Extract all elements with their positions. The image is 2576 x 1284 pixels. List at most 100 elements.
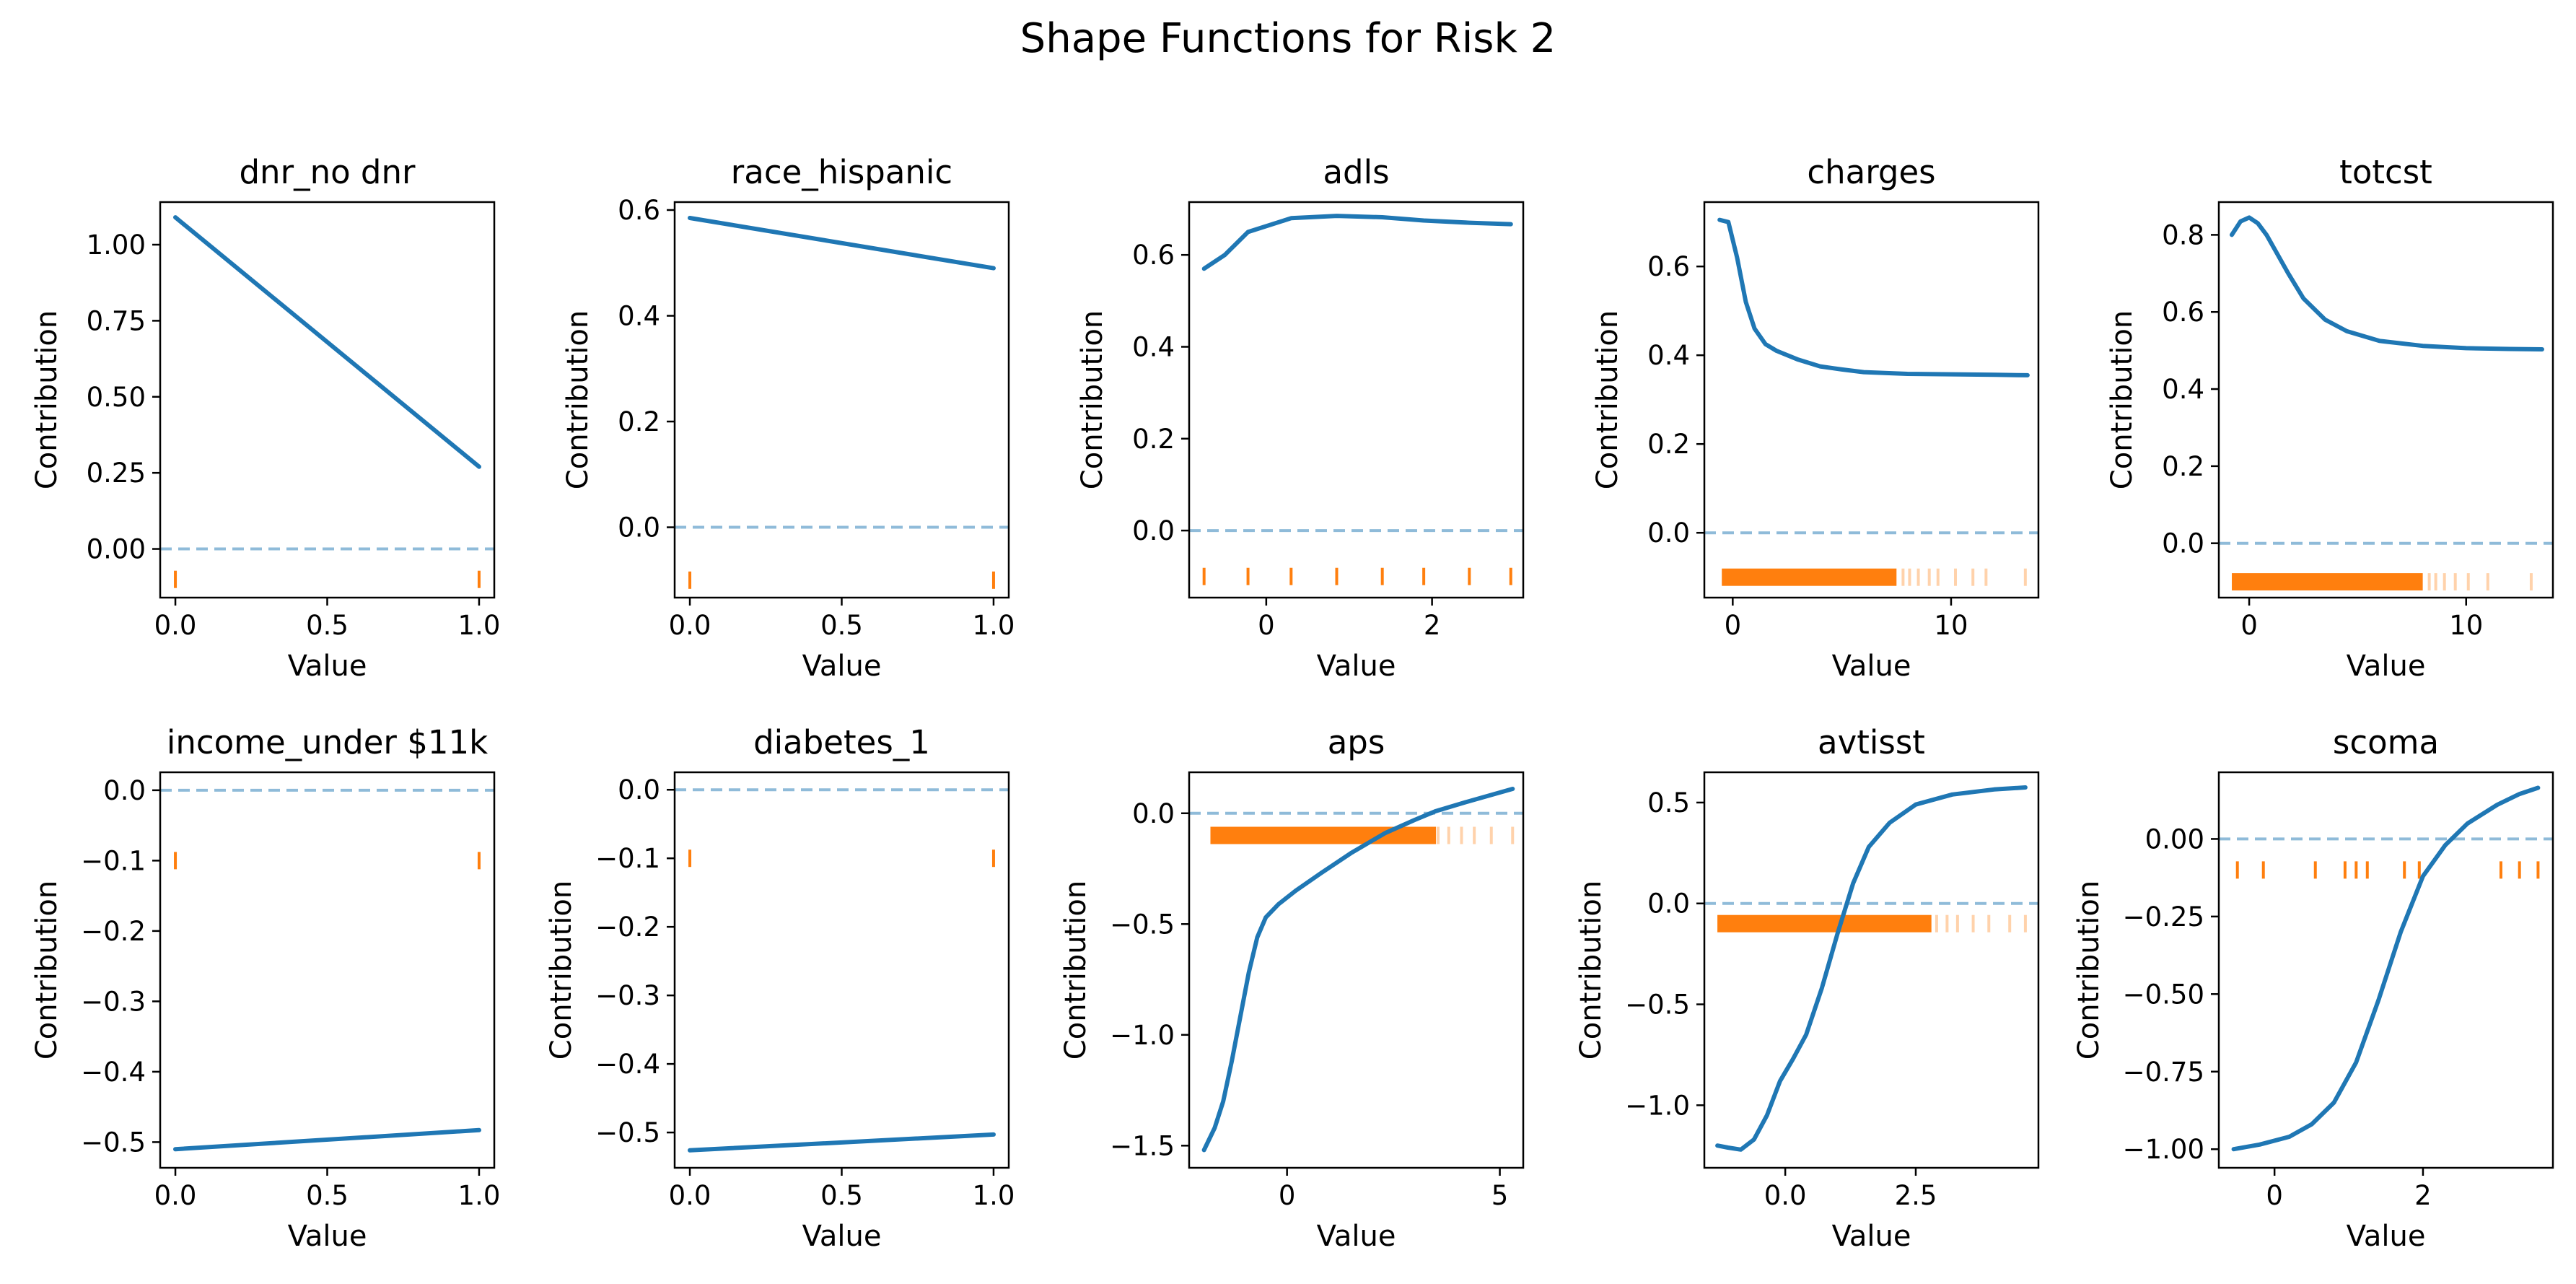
y-tick-label: 0.25 — [87, 458, 146, 489]
plot-area — [1704, 785, 2038, 1152]
y-tick-label: 0.0 — [618, 512, 660, 543]
y-tick-label: 1.00 — [87, 230, 146, 261]
y-tick-label: 0.0 — [1132, 798, 1175, 829]
x-tick-label: 0 — [1258, 610, 1275, 641]
x-tick-label: 0.5 — [306, 1180, 349, 1211]
x-tick-label: 0 — [2266, 1180, 2283, 1211]
axes-frame — [1703, 771, 2040, 1169]
y-tick-label: 0.5 — [1647, 787, 1690, 818]
x-axis-label: Value — [2347, 1220, 2426, 1253]
rug-band — [1717, 914, 1932, 933]
plot-area — [160, 215, 494, 588]
plot-area — [160, 788, 494, 1152]
x-tick-label: 2 — [1424, 610, 1441, 641]
y-tick-label: 0.2 — [1132, 424, 1175, 455]
x-tick-label: 2.5 — [1895, 1180, 1937, 1211]
subplot-title: avtisst — [1818, 723, 1925, 761]
x-axis-label: Value — [1832, 1220, 1911, 1253]
x-tick-label: 0.0 — [1764, 1180, 1807, 1211]
y-tick-label: −0.4 — [81, 1057, 146, 1088]
plot-area — [1189, 787, 1523, 1153]
plot-area — [1704, 217, 2038, 586]
subplot-9: avtisst 0.0 2.5 0.5 0.0 −0.5 −1.0 Value Contribu… — [1574, 723, 2040, 1253]
x-axis-label: Value — [802, 1220, 882, 1253]
x-axis-label: Value — [1832, 650, 1911, 683]
subplot-6: income_under $11k 0.0 0.5 1.0 0.0 −0.1 −0.2 −0.… — [30, 723, 500, 1253]
subplot-1: dnr_no dnr 0.0 0.5 1.0 0.00 0.25 0.50 0.75 1.00 V… — [30, 153, 500, 683]
axes-frame — [1188, 771, 1525, 1169]
y-tick-label: −0.5 — [1625, 990, 1690, 1021]
y-tick-label: 0.4 — [618, 301, 660, 332]
y-axis-label: Contribution — [1574, 881, 1608, 1060]
plot-area — [675, 216, 1009, 589]
subplot-title: income_under $11k — [167, 723, 488, 761]
y-tick-label: −0.5 — [81, 1127, 146, 1158]
plot-area — [2219, 785, 2553, 1152]
shape-function-line — [2230, 215, 2544, 351]
y-tick-label: 0.0 — [1132, 515, 1175, 546]
subplot-10: scoma 0 2 0.00 −0.25 −0.50 −0.75 −1.00 Value Cont… — [2072, 723, 2554, 1253]
x-tick-label: 10 — [2449, 610, 2483, 641]
subplot-title: totcst — [2339, 153, 2432, 191]
x-tick-label: 0 — [2240, 610, 2258, 641]
x-tick-label: 1.0 — [973, 610, 1015, 641]
shape-function-line — [173, 215, 481, 469]
y-tick-label: 0.8 — [2162, 219, 2204, 250]
y-tick-label: 0.6 — [2162, 297, 2204, 328]
y-tick-label: 0.00 — [2145, 824, 2204, 855]
subplot-5: totcst 0 10 0.0 0.2 0.4 0.6 0.8 Value Contributio… — [2106, 153, 2554, 683]
y-axis-label: Contribution — [2106, 310, 2139, 489]
y-axis-label: Contribution — [1591, 310, 1624, 489]
shape-function-line — [1715, 785, 2028, 1152]
y-axis-label: Contribution — [1076, 310, 1109, 489]
x-tick-label: 10 — [1934, 610, 1968, 641]
x-axis-label: Value — [288, 650, 367, 683]
y-tick-label: 0.6 — [1132, 240, 1175, 271]
shape-function-line — [1717, 217, 2030, 377]
y-tick-label: 0.75 — [87, 305, 146, 336]
y-tick-label: −1.0 — [1625, 1090, 1690, 1121]
x-tick-label: 1.0 — [458, 1180, 501, 1211]
axes-frame — [1188, 201, 1525, 599]
x-axis-label: Value — [1317, 650, 1396, 683]
x-tick-label: 0.5 — [306, 610, 349, 641]
y-tick-label: 0.0 — [103, 775, 146, 806]
x-axis-label: Value — [802, 650, 882, 683]
y-tick-label: 0.0 — [618, 774, 660, 805]
y-tick-label: −0.4 — [595, 1049, 660, 1080]
subplot-title: diabetes_1 — [753, 723, 930, 761]
axes-frame — [159, 201, 496, 599]
y-tick-label: −1.0 — [1110, 1020, 1175, 1051]
x-tick-label: 5 — [1491, 1180, 1509, 1211]
x-tick-label: 0.0 — [669, 610, 711, 641]
shape-function-line — [688, 216, 996, 271]
y-axis-label: Contribution — [30, 881, 63, 1060]
y-axis-label: Contribution — [545, 881, 578, 1060]
x-tick-label: 0 — [1279, 1180, 1296, 1211]
y-tick-label: −0.2 — [81, 916, 146, 947]
subplot-title: race_hispanic — [731, 153, 952, 191]
plot-area — [2219, 215, 2553, 591]
subplot-3: adls 0 2 0.0 0.2 0.4 0.6 Value Contribution — [1076, 153, 1525, 683]
y-tick-label: −1.5 — [1110, 1130, 1175, 1161]
y-tick-label: 0.50 — [87, 382, 146, 413]
y-tick-label: 0.0 — [1647, 517, 1690, 549]
y-tick-label: 0.2 — [618, 406, 660, 437]
y-tick-label: −1.00 — [2123, 1134, 2204, 1165]
subplot-title: charges — [1807, 153, 1935, 191]
subplot-title: aps — [1328, 723, 1385, 761]
y-tick-label: −0.75 — [2123, 1057, 2204, 1088]
x-tick-label: 0.0 — [154, 1180, 197, 1211]
y-tick-label: −0.5 — [1110, 909, 1175, 940]
x-tick-label: 1.0 — [458, 610, 501, 641]
axes-frame — [673, 771, 1010, 1169]
shape-function-line — [1201, 214, 1513, 271]
y-tick-label: −0.1 — [595, 843, 660, 874]
y-tick-label: 0.4 — [1647, 340, 1690, 371]
y-axis-label: Contribution — [561, 310, 595, 489]
y-tick-label: 0.6 — [1647, 251, 1690, 282]
y-tick-label: 0.0 — [1647, 888, 1690, 920]
y-tick-label: −0.2 — [595, 912, 660, 943]
